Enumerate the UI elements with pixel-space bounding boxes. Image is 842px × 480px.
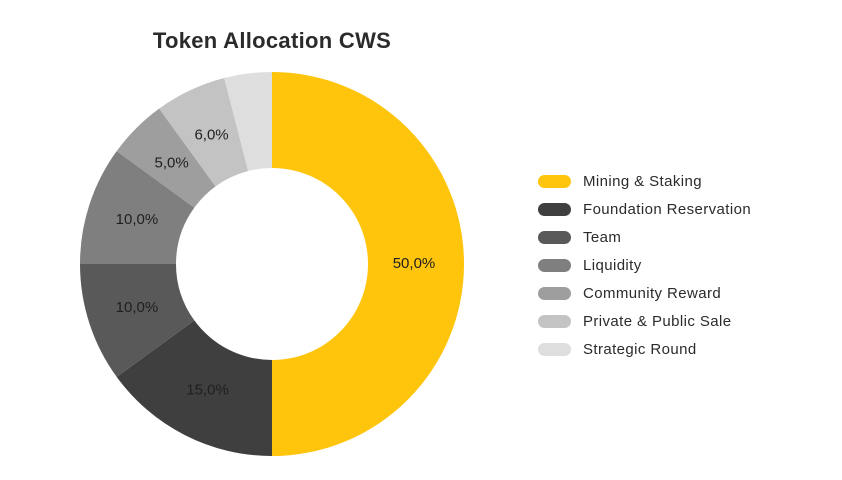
slice-label-team: 10,0% bbox=[116, 299, 159, 316]
slice-community-reward bbox=[116, 108, 216, 208]
legend-label: Foundation Reservation bbox=[583, 200, 752, 218]
legend-label: Strategic Round bbox=[583, 340, 697, 358]
chart-title: Token Allocation CWS bbox=[152, 28, 392, 53]
legend-swatch bbox=[538, 286, 571, 300]
slice-label-community-reward: 5,0% bbox=[154, 155, 188, 172]
legend-label: Team bbox=[583, 228, 622, 246]
legend-swatch bbox=[538, 342, 571, 356]
slice-mining-staking bbox=[272, 72, 464, 456]
slice-foundation-reservation bbox=[116, 320, 273, 456]
slice-liquidity bbox=[80, 151, 195, 264]
slice-strategic-round bbox=[224, 72, 272, 172]
legend-item-liquidity: Liquidity bbox=[538, 256, 751, 274]
legend-item-strategic-round: Strategic Round bbox=[538, 340, 751, 358]
slice-label-mining-staking: 50,0% bbox=[393, 255, 436, 272]
legend-label: Community Reward bbox=[583, 284, 722, 302]
slice-label-foundation-reservation: 15,0% bbox=[186, 381, 229, 398]
slice-private-public-sale bbox=[159, 78, 249, 187]
legend-item-community-reward: Community Reward bbox=[538, 284, 751, 302]
legend-swatch bbox=[538, 230, 571, 244]
legend: Mining & Staking Foundation Reservation … bbox=[538, 172, 752, 358]
legend-item-team: Team bbox=[538, 228, 751, 246]
legend-label: Private & Public Sale bbox=[583, 312, 732, 330]
legend-item-private-public-sale: Private & Public Sale bbox=[538, 312, 751, 330]
slice-team bbox=[80, 264, 195, 377]
legend-swatch bbox=[538, 314, 571, 328]
legend-label: Liquidity bbox=[583, 256, 642, 274]
legend-label: Mining & Staking bbox=[583, 172, 702, 190]
legend-swatch bbox=[538, 174, 571, 188]
legend-item-foundation-reservation: Foundation Reservation bbox=[538, 200, 752, 218]
legend-item-mining-staking: Mining & Staking bbox=[538, 172, 751, 190]
slice-label-liquidity: 10,0% bbox=[116, 211, 159, 228]
legend-swatch bbox=[538, 258, 571, 272]
legend-swatch bbox=[538, 202, 571, 216]
slice-label-private-public-sale: 6,0% bbox=[194, 126, 228, 143]
